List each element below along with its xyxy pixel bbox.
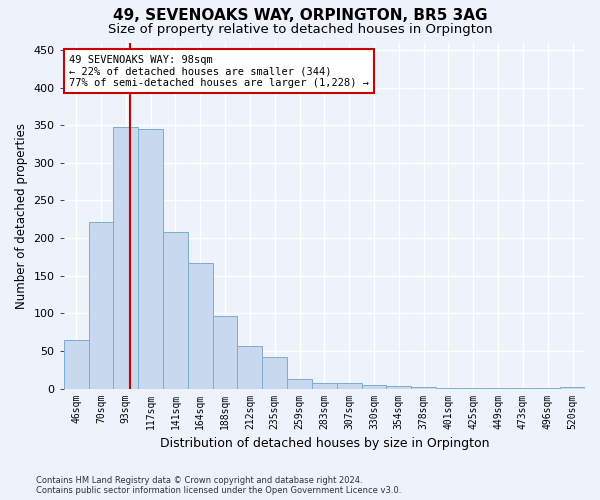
X-axis label: Distribution of detached houses by size in Orpington: Distribution of detached houses by size … <box>160 437 489 450</box>
Bar <box>312 382 337 388</box>
Bar <box>89 222 113 388</box>
Bar <box>64 340 89 388</box>
Bar <box>188 263 212 388</box>
Bar <box>262 357 287 388</box>
Text: Size of property relative to detached houses in Orpington: Size of property relative to detached ho… <box>107 22 493 36</box>
Bar <box>138 129 163 388</box>
Bar <box>386 386 411 388</box>
Bar <box>287 379 312 388</box>
Text: Contains HM Land Registry data © Crown copyright and database right 2024.
Contai: Contains HM Land Registry data © Crown c… <box>36 476 401 495</box>
Bar <box>560 387 585 388</box>
Bar <box>362 385 386 388</box>
Text: 49, SEVENOAKS WAY, ORPINGTON, BR5 3AG: 49, SEVENOAKS WAY, ORPINGTON, BR5 3AG <box>113 8 487 22</box>
Bar <box>337 384 362 388</box>
Bar <box>238 346 262 389</box>
Bar <box>113 127 138 388</box>
Bar <box>212 316 238 388</box>
Bar <box>163 232 188 388</box>
Bar <box>411 387 436 388</box>
Text: 49 SEVENOAKS WAY: 98sqm
← 22% of detached houses are smaller (344)
77% of semi-d: 49 SEVENOAKS WAY: 98sqm ← 22% of detache… <box>69 54 369 88</box>
Y-axis label: Number of detached properties: Number of detached properties <box>15 122 28 308</box>
